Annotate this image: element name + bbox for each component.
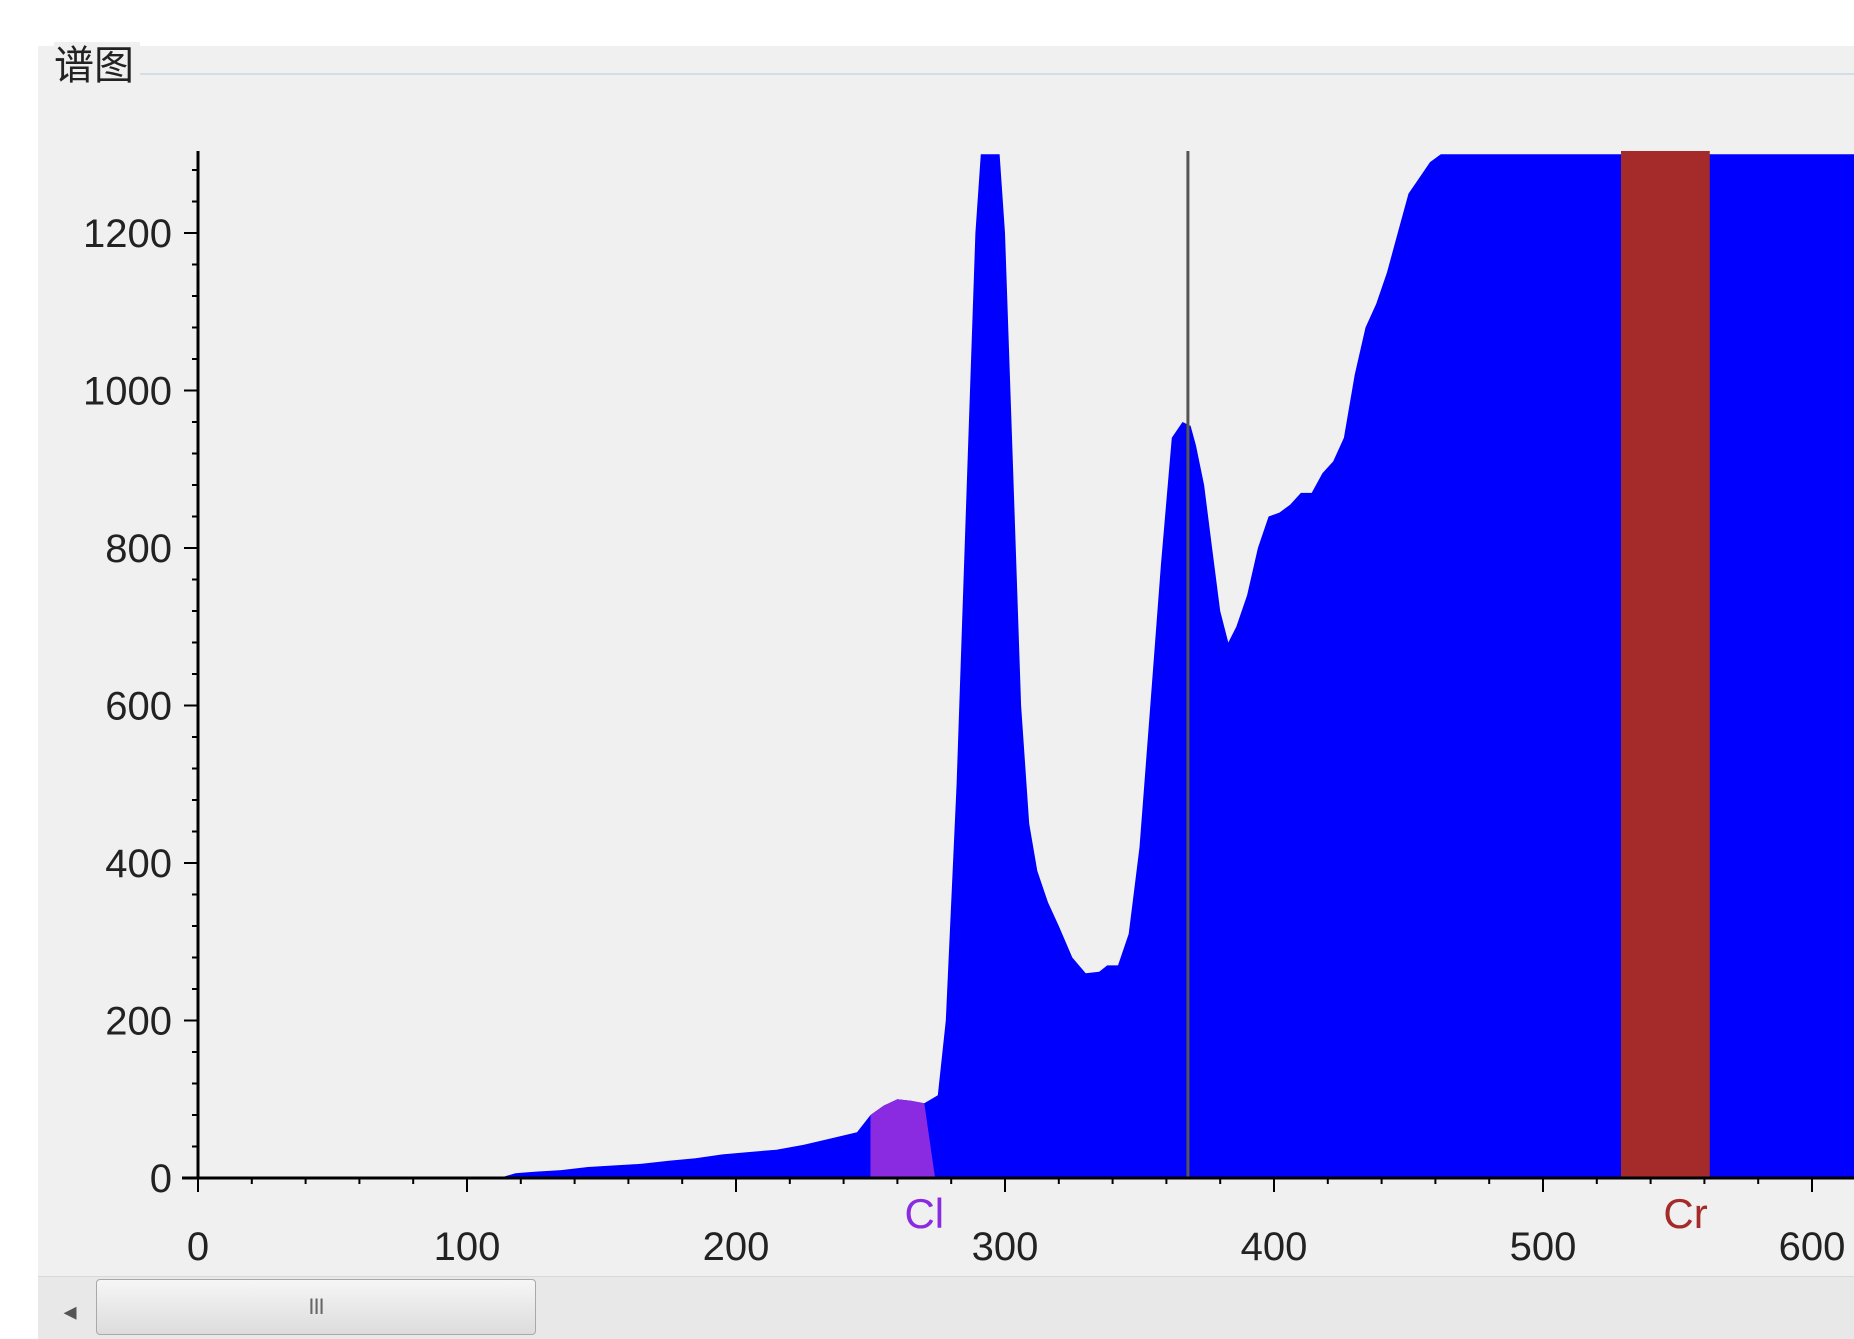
scroll-left-arrow-icon[interactable]: ◂ (63, 1296, 77, 1326)
y-tick-label: 1000 (83, 370, 172, 414)
horizontal-scrollbar[interactable]: ◂ III (38, 1276, 1854, 1339)
x-tick-label: 300 (972, 1225, 1039, 1269)
x-tick-label: 400 (1241, 1225, 1308, 1269)
title-divider (90, 73, 1854, 75)
scroll-grip-icon: III (308, 1294, 324, 1319)
spectrum-chart[interactable]: Cl Cr 0 200 400 600 800 1000 1200 0 100 200 300 400 50… (0, 0, 1854, 1276)
y-tick-label: 800 (105, 527, 172, 571)
y-tick-label: 400 (105, 842, 172, 886)
y-tick-label: 200 (105, 1000, 172, 1044)
series-area-0 (198, 154, 1854, 1178)
x-tick-label: 100 (434, 1225, 501, 1269)
x-tick-label: 600 (1779, 1225, 1846, 1269)
x-tick-label: 200 (703, 1225, 770, 1269)
series-area-group (198, 154, 1854, 1178)
x-tick-label: 0 (187, 1225, 209, 1269)
x-tick-label: 500 (1510, 1225, 1577, 1269)
panel-title: 谱图 (54, 42, 140, 90)
region-label-cl: Cl (904, 1190, 944, 1237)
y-tick-label: 600 (105, 685, 172, 729)
region-cr (1621, 151, 1710, 1178)
region-label-cr: Cr (1663, 1190, 1707, 1237)
region-cl (870, 1099, 936, 1178)
y-tick-label: 0 (150, 1157, 172, 1201)
axes-group: Cl Cr 0 200 400 600 800 1000 1200 0 100 200 300 400 50… (83, 151, 1854, 1269)
y-tick-label: 1200 (83, 212, 172, 256)
element-regions-group (870, 151, 1710, 1178)
scroll-thumb[interactable]: III (96, 1279, 536, 1335)
